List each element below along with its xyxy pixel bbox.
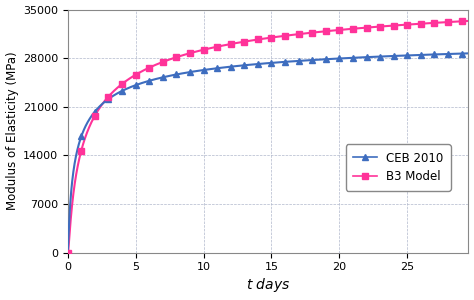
B3 Model <box>337 28 342 32</box>
CEB 2010 <box>214 66 220 70</box>
B3 Model <box>133 73 138 76</box>
B3 Model <box>228 42 234 46</box>
B3 Model <box>282 34 288 38</box>
B3 Model <box>65 251 71 254</box>
B3 Model <box>418 22 424 26</box>
CEB 2010 <box>133 83 138 87</box>
B3 Model <box>173 56 179 59</box>
B3 Model <box>323 29 328 33</box>
CEB 2010 <box>255 62 261 66</box>
CEB 2010 <box>445 52 451 56</box>
CEB 2010 <box>310 58 315 62</box>
B3 Model <box>241 40 247 44</box>
CEB 2010 <box>418 53 424 57</box>
CEB 2010 <box>228 65 234 68</box>
B3 Model <box>391 24 397 27</box>
CEB 2010 <box>241 64 247 67</box>
B3 Model <box>255 38 261 41</box>
B3 Model <box>187 51 193 55</box>
Y-axis label: Modulus of Elasticity (MPa): Modulus of Elasticity (MPa) <box>6 52 18 210</box>
CEB 2010 <box>404 54 410 57</box>
B3 Model <box>269 36 274 39</box>
CEB 2010 <box>146 79 152 83</box>
B3 Model <box>78 149 84 152</box>
CEB 2010 <box>296 59 301 63</box>
B3 Model <box>350 27 356 31</box>
CEB 2010 <box>364 55 369 59</box>
B3 Model <box>160 60 165 64</box>
CEB 2010 <box>282 60 288 64</box>
CEB 2010 <box>337 57 342 60</box>
CEB 2010 <box>119 89 125 93</box>
CEB 2010 <box>173 73 179 76</box>
B3 Model <box>459 20 465 23</box>
Legend: CEB 2010, B3 Model: CEB 2010, B3 Model <box>346 145 450 190</box>
B3 Model <box>296 32 301 36</box>
CEB 2010 <box>350 56 356 60</box>
B3 Model <box>404 23 410 26</box>
B3 Model <box>92 114 98 117</box>
Line: CEB 2010: CEB 2010 <box>65 51 465 255</box>
B3 Model <box>146 66 152 70</box>
B3 Model <box>119 82 125 86</box>
CEB 2010 <box>160 76 165 79</box>
B3 Model <box>201 48 206 52</box>
CEB 2010 <box>391 54 397 58</box>
Line: B3 Model: B3 Model <box>65 19 465 255</box>
B3 Model <box>214 45 220 49</box>
X-axis label: $t$ days: $t$ days <box>246 276 290 294</box>
B3 Model <box>310 31 315 34</box>
CEB 2010 <box>377 55 383 58</box>
CEB 2010 <box>187 70 193 74</box>
CEB 2010 <box>269 61 274 65</box>
CEB 2010 <box>201 68 206 72</box>
CEB 2010 <box>323 57 328 61</box>
CEB 2010 <box>432 52 438 56</box>
CEB 2010 <box>65 251 71 254</box>
B3 Model <box>432 21 438 25</box>
CEB 2010 <box>459 52 465 56</box>
B3 Model <box>364 26 369 29</box>
B3 Model <box>377 25 383 28</box>
B3 Model <box>106 95 111 98</box>
B3 Model <box>445 20 451 24</box>
CEB 2010 <box>78 135 84 138</box>
CEB 2010 <box>106 97 111 101</box>
CEB 2010 <box>92 110 98 113</box>
